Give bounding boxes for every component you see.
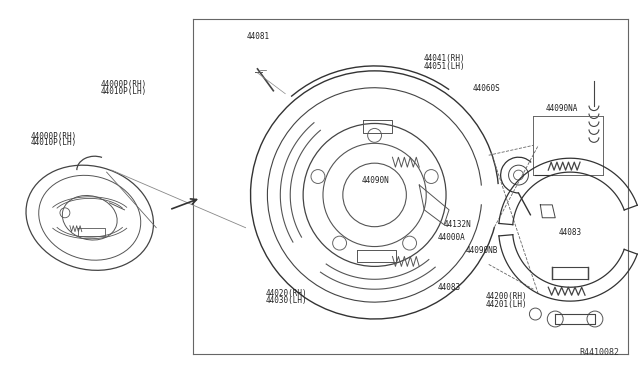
Text: 44000A: 44000A bbox=[438, 233, 465, 242]
Text: 44090N: 44090N bbox=[362, 176, 389, 185]
Text: 44051(LH): 44051(LH) bbox=[424, 61, 465, 71]
Text: 44010P(LH): 44010P(LH) bbox=[31, 138, 77, 147]
Text: 44030(LH): 44030(LH) bbox=[266, 296, 308, 305]
Text: R4410082: R4410082 bbox=[580, 348, 620, 357]
Text: 44020(RH): 44020(RH) bbox=[266, 289, 308, 298]
Text: 44200(RH): 44200(RH) bbox=[485, 292, 527, 301]
Text: 44010P(LH): 44010P(LH) bbox=[101, 87, 147, 96]
Text: 44081: 44081 bbox=[247, 32, 270, 41]
Text: 44000P(RH): 44000P(RH) bbox=[31, 132, 77, 141]
Text: 44090NB: 44090NB bbox=[466, 246, 499, 255]
Text: 44083: 44083 bbox=[438, 283, 461, 292]
Text: 44041(RH): 44041(RH) bbox=[424, 54, 465, 63]
Text: 44090NA: 44090NA bbox=[545, 104, 578, 113]
Text: 44132N: 44132N bbox=[444, 220, 472, 229]
Text: 44060S: 44060S bbox=[472, 84, 500, 93]
Text: 44201(LH): 44201(LH) bbox=[485, 300, 527, 309]
Text: 44000P(RH): 44000P(RH) bbox=[101, 80, 147, 89]
Text: 44083: 44083 bbox=[558, 228, 581, 237]
